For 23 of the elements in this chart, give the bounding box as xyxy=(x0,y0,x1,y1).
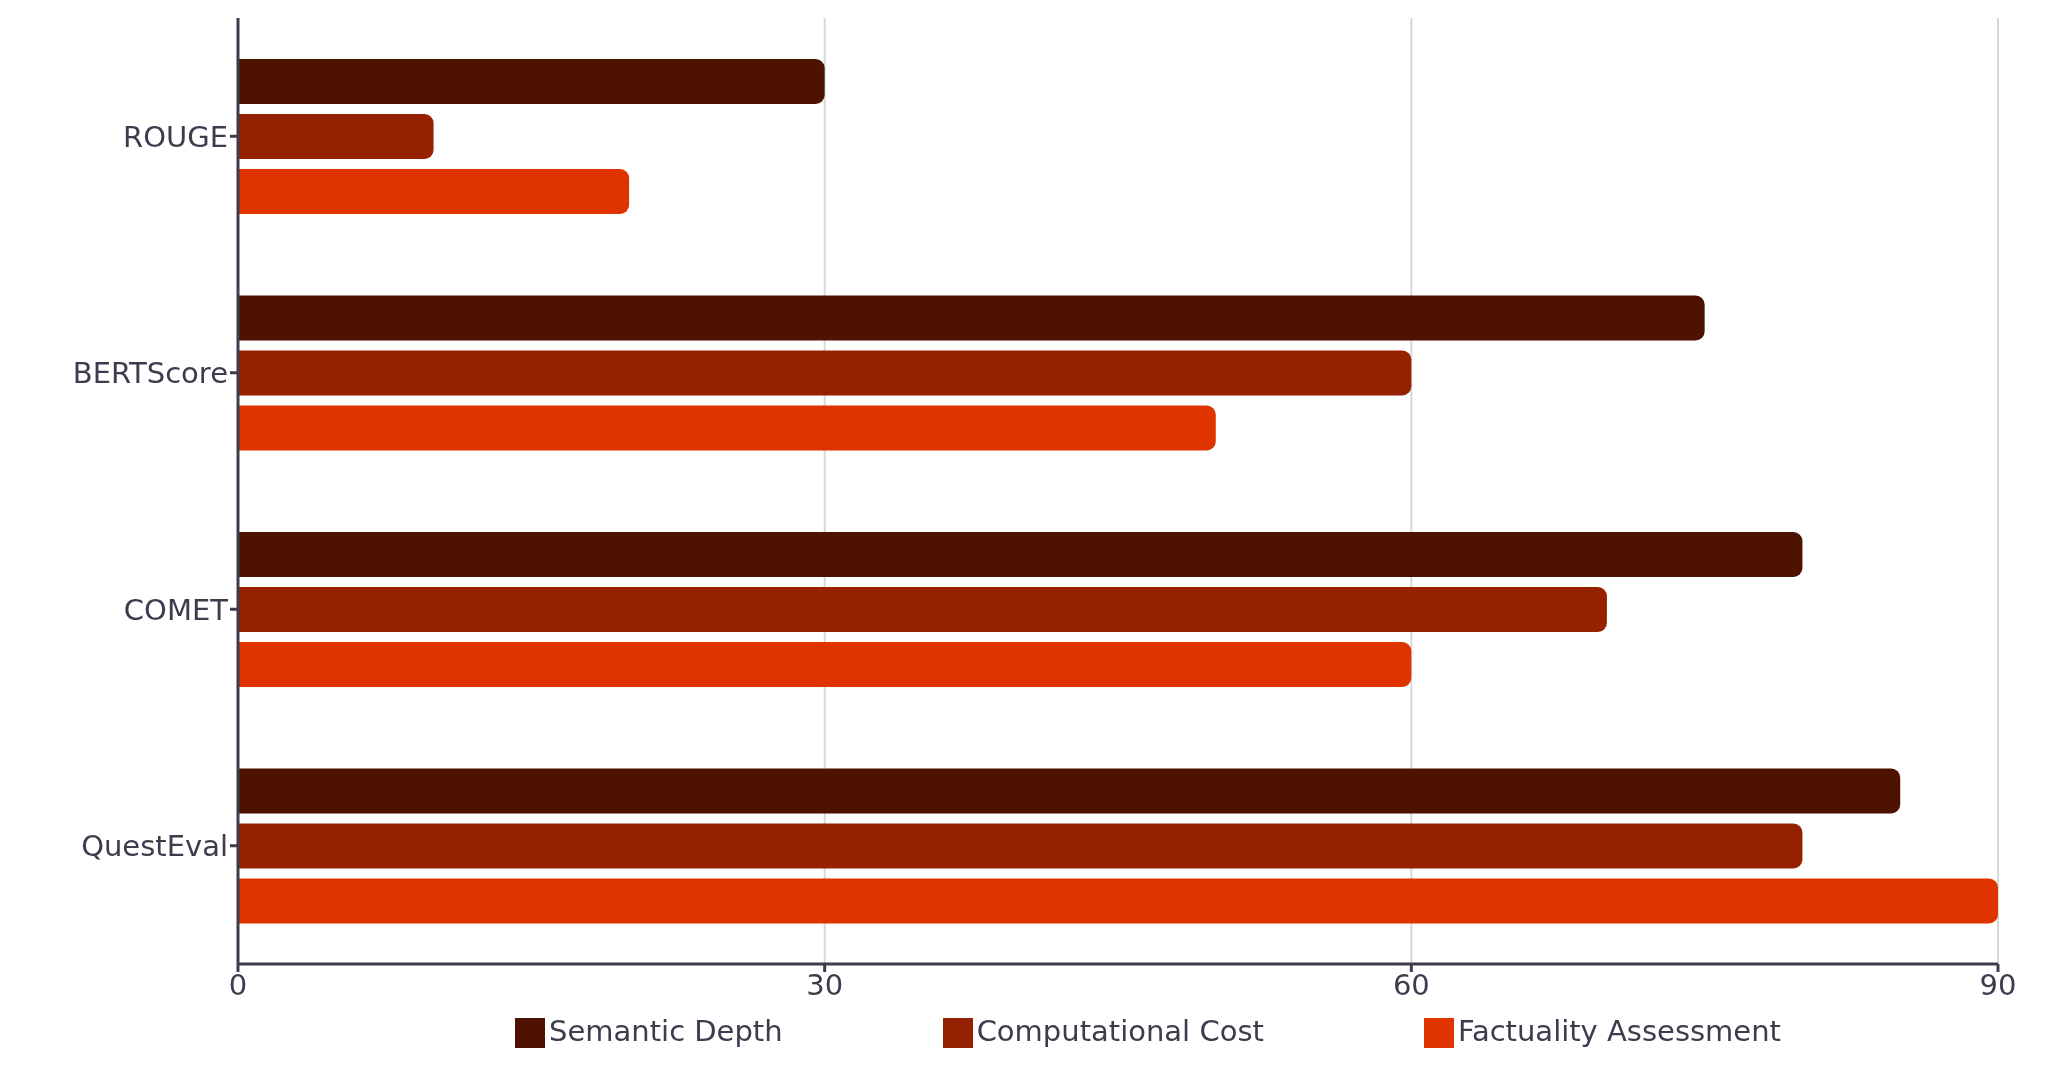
bar xyxy=(238,295,1705,341)
bar xyxy=(238,768,1901,814)
bar xyxy=(238,642,1412,687)
bar xyxy=(238,59,825,104)
y-tick-label: BERTScore xyxy=(72,356,228,391)
bar xyxy=(238,823,1803,869)
bar xyxy=(238,587,1607,632)
x-tick-label: 90 xyxy=(1979,967,2017,1002)
y-tick-label: COMET xyxy=(123,592,229,627)
x-tick-label: 60 xyxy=(1392,967,1430,1002)
x-tick-label: 0 xyxy=(228,967,248,1002)
x-tick-label: 30 xyxy=(806,967,844,1002)
bar xyxy=(238,350,1412,396)
bar xyxy=(238,878,1998,924)
legend-label: Computational Cost xyxy=(976,1014,1264,1048)
y-tick-label: QuestEval xyxy=(81,829,228,864)
bar xyxy=(238,532,1803,577)
legend-label: Semantic Depth xyxy=(549,1014,783,1048)
bar xyxy=(238,114,434,159)
bar xyxy=(238,405,1216,451)
legend-label: Factuality Assessment xyxy=(1457,1014,1781,1048)
y-tick-label: ROUGE xyxy=(123,119,228,154)
bar xyxy=(238,169,630,214)
